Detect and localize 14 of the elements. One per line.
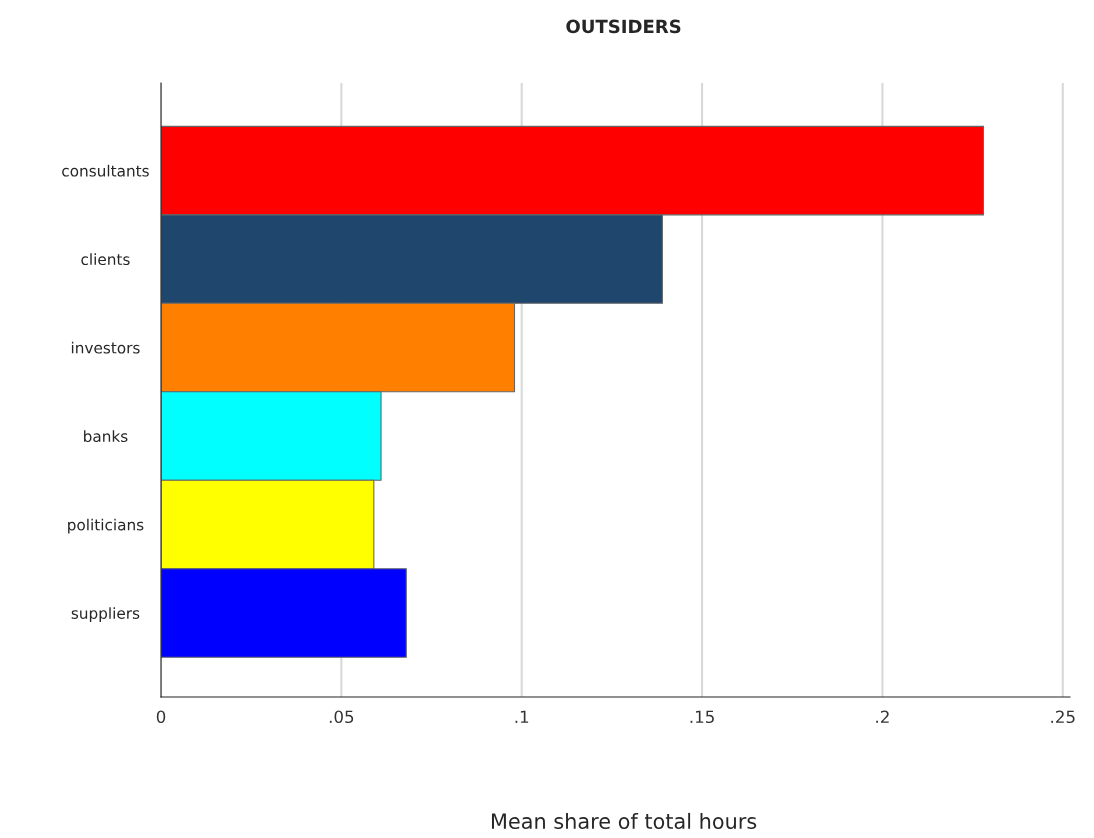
x-tick-label: .2 [876, 710, 889, 723]
x-tick-label: .15 [690, 710, 714, 724]
chart-title: OUTSIDERS [566, 19, 681, 34]
y-tick-label: clients [81, 253, 130, 266]
x-axis-title: Mean share of total hours [491, 812, 757, 830]
x-tick-label: .25 [1051, 710, 1075, 724]
x-tick-label: .1 [515, 710, 529, 723]
y-tick-label: banks [84, 430, 128, 443]
y-tick-label: consultants [62, 164, 149, 177]
x-tick-label: 0 [156, 710, 166, 724]
y-tick-label: suppliers [71, 607, 140, 622]
x-tick-label: .05 [329, 710, 354, 724]
y-tick-label: politicians [68, 518, 144, 534]
y-tick-label: investors [71, 341, 140, 354]
